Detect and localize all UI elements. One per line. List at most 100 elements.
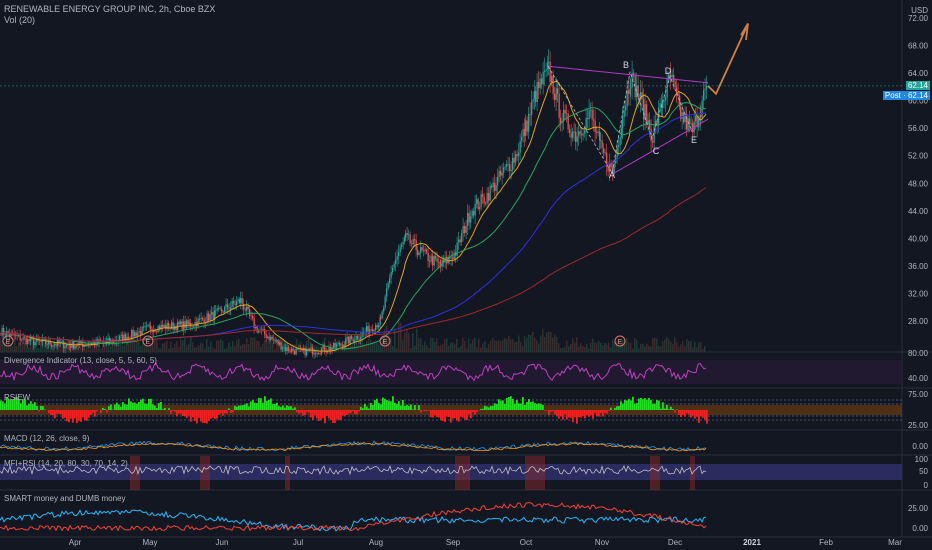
rsiew-bar <box>650 399 652 410</box>
earnings-marker-icon <box>614 335 626 347</box>
volume-bar <box>36 347 38 352</box>
rsiew-bar <box>52 410 54 416</box>
volume-bar <box>554 334 556 352</box>
price-tick-label: 28.00 <box>908 317 929 326</box>
price-candle <box>197 318 199 327</box>
price-candle <box>613 163 615 175</box>
volume-bar <box>0 338 2 352</box>
price-candle <box>276 340 278 342</box>
price-candle <box>485 203 487 204</box>
mfi-rsi-pane-label[interactable]: MFI+RSI (14, 20, 80, 30, 70, 14, 2) <box>4 459 128 468</box>
rsiew-bar <box>246 403 248 410</box>
volume-bar <box>320 346 322 352</box>
smart-money-pane-label[interactable]: SMART money and DUMB money <box>4 494 126 503</box>
rsiew-bar <box>38 410 40 412</box>
price-candle <box>646 104 648 125</box>
volume-bar <box>412 333 414 352</box>
volume-bar <box>222 340 224 352</box>
volume-bar <box>278 338 280 352</box>
price-candle <box>264 329 266 335</box>
price-candle <box>69 344 71 346</box>
volume-bar <box>512 339 514 352</box>
price-candle <box>652 140 654 143</box>
price-candle <box>340 344 342 346</box>
macd-pane-label[interactable]: MACD (12, 26, close, 9) <box>4 434 90 443</box>
rsiew-bar <box>318 410 320 421</box>
projection-arrow <box>707 27 747 96</box>
mfi-axis-label: 0 <box>924 481 929 490</box>
rsiew-bar <box>20 403 22 410</box>
volume-bar <box>374 342 376 352</box>
price-candle <box>147 324 149 326</box>
price-candle <box>219 307 221 309</box>
volume-bar <box>152 339 154 352</box>
price-candle <box>10 332 12 336</box>
volume-bar <box>702 348 704 352</box>
volume-bar <box>370 339 372 352</box>
price-candle <box>114 339 116 342</box>
macd-axis-label: 0.00 <box>912 442 928 451</box>
rsiew-bar <box>186 410 188 419</box>
price-candle <box>291 348 293 352</box>
rsiew-bar <box>136 403 138 410</box>
symbol-title[interactable]: RENEWABLE ENERGY GROUP INC, 2h, Cboe BZX <box>4 4 216 14</box>
price-candle <box>289 350 291 352</box>
pattern-label-a: A <box>609 170 615 180</box>
volume-bar <box>548 331 550 352</box>
volume-bar <box>318 346 320 352</box>
rsiew-bar <box>628 398 630 410</box>
price-candle <box>619 137 621 145</box>
rsiew-bar <box>512 399 514 410</box>
volume-bar <box>394 328 396 352</box>
volume-bar <box>120 343 122 352</box>
volume-bar <box>86 342 88 352</box>
volume-bar <box>294 343 296 352</box>
volume-bar <box>488 343 490 352</box>
volume-bar <box>112 343 114 352</box>
rsiew-bar <box>592 410 594 419</box>
rsiew-bar <box>40 405 42 410</box>
price-candle <box>261 329 263 331</box>
rsiew-bar <box>252 399 254 410</box>
volume-bar <box>204 348 206 352</box>
divergence-pane-label[interactable]: Divergence Indicator (13, close, 5, 5, 6… <box>4 356 157 365</box>
price-candle <box>412 239 414 245</box>
price-candle <box>408 234 410 236</box>
volume-bar <box>378 344 380 352</box>
volume-bar <box>184 338 186 352</box>
rsiew-bar <box>510 396 512 410</box>
rsiew-bar <box>254 402 256 410</box>
volume-bar <box>528 334 530 352</box>
volume-bar <box>102 341 104 352</box>
price-candle <box>599 131 601 141</box>
price-tick-label: 36.00 <box>908 262 929 271</box>
rsiew-pane-label[interactable]: RSIEW <box>4 393 31 402</box>
rsiew-bar <box>684 410 686 417</box>
price-candle <box>237 299 239 302</box>
volume-bar <box>12 346 14 352</box>
rsiew-bar <box>228 408 230 410</box>
volume-bar <box>172 347 174 352</box>
smart-money-line <box>0 509 706 532</box>
volume-bar <box>244 344 246 352</box>
rsiew-bar <box>594 410 596 413</box>
price-candle <box>498 170 500 177</box>
volume-bar <box>468 338 470 352</box>
volume-bar <box>644 346 646 352</box>
rsiew-bar <box>58 410 60 414</box>
price-candle <box>510 169 512 171</box>
price-candle <box>480 194 482 208</box>
volume-bar <box>250 337 252 352</box>
volume-bar <box>10 344 12 352</box>
rsiew-bar <box>198 410 200 418</box>
price-candle <box>418 252 420 255</box>
price-candle <box>647 120 649 125</box>
rsiew-bar <box>450 410 452 423</box>
volume-bar <box>252 337 254 352</box>
rsiew-bar <box>48 410 50 414</box>
rsiew-bar <box>380 404 382 410</box>
volume-bar <box>598 341 600 352</box>
price-candle <box>18 334 20 336</box>
price-candle <box>621 128 623 138</box>
